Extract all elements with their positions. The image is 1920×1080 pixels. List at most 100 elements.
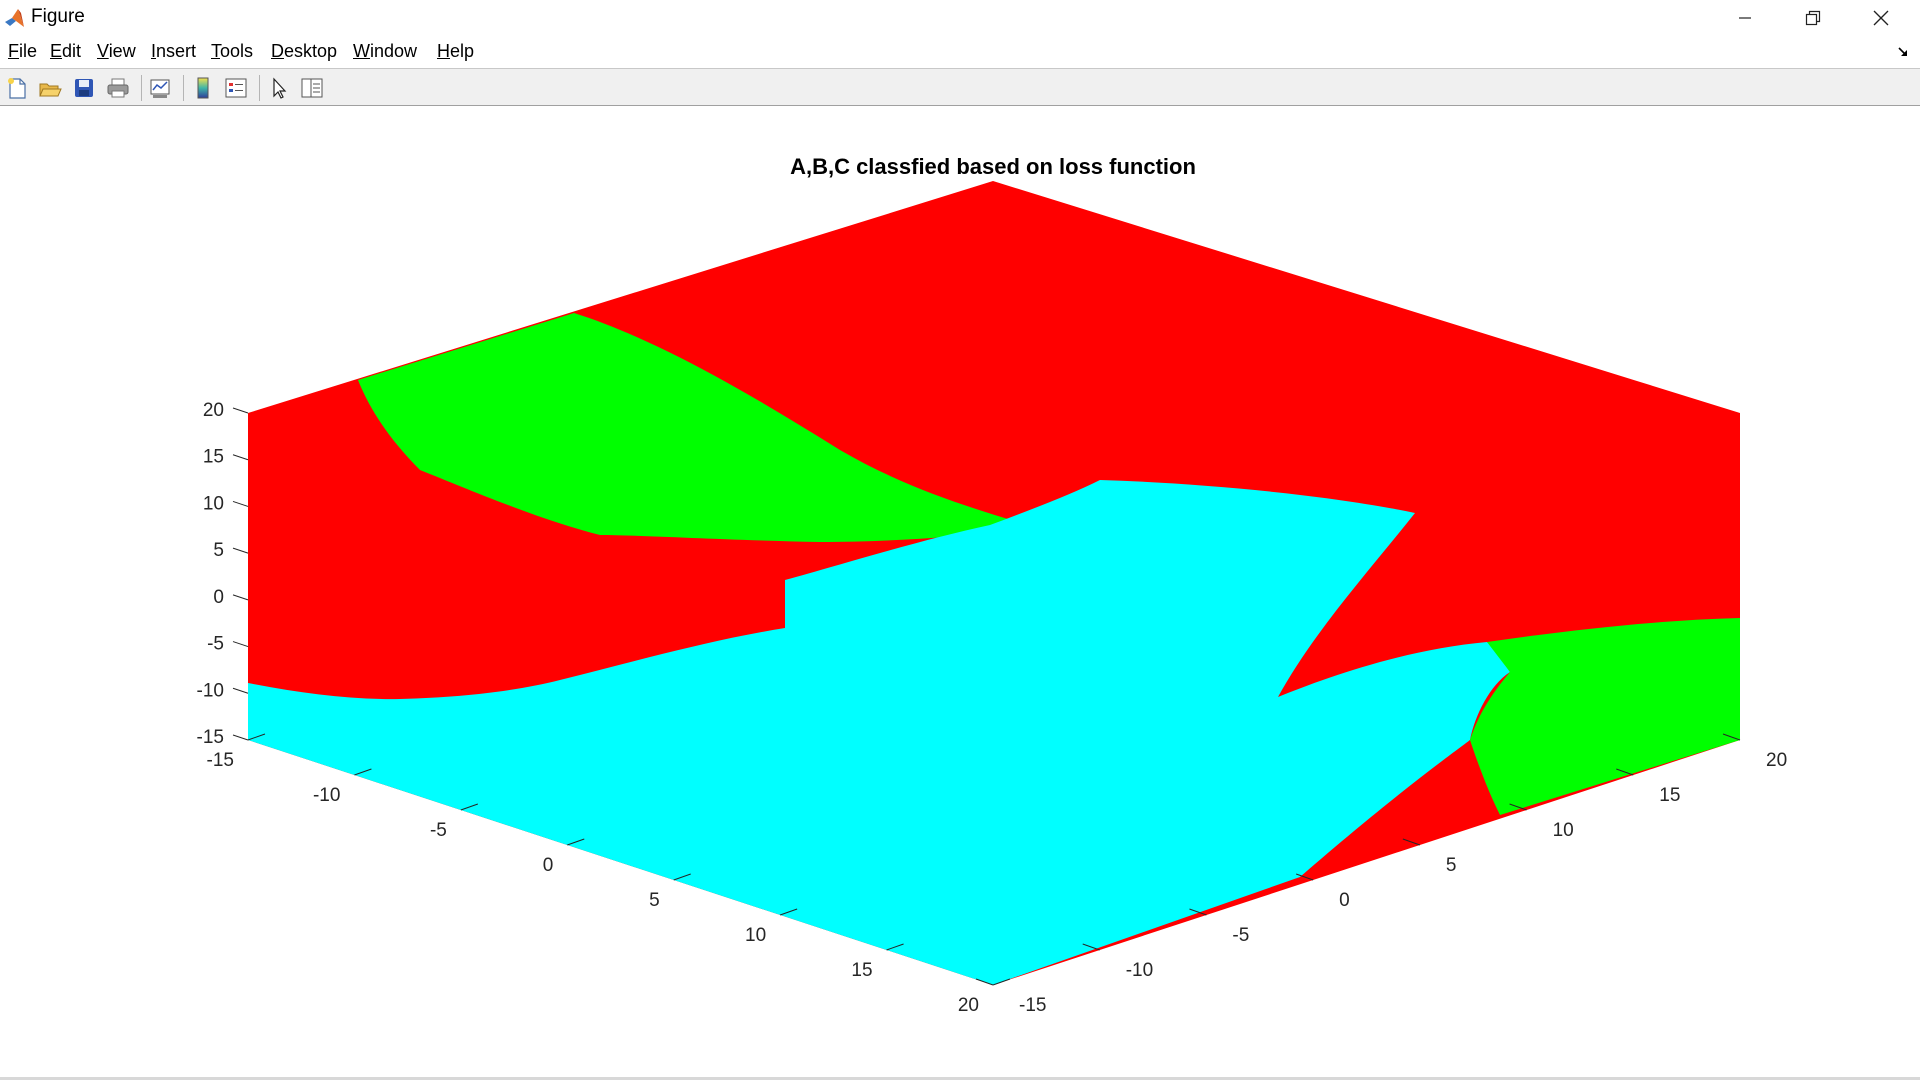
region-cyan [248, 480, 1510, 985]
y-tick-mark [1402, 838, 1421, 846]
window-title: Figure [31, 6, 85, 27]
y-tick-mark [975, 978, 994, 986]
new-figure-icon [8, 78, 26, 99]
print-button[interactable] [104, 74, 132, 102]
x-tick-mark [886, 943, 904, 951]
z-tick-mark [232, 641, 249, 648]
insert-colorbar-icon [197, 77, 209, 99]
y-tick-label: 10 [1553, 820, 1574, 841]
z-tick-mark [232, 547, 249, 554]
insert-colorbar-button[interactable] [189, 74, 217, 102]
minimize-button[interactable] [1711, 0, 1779, 36]
y-tick-label: -15 [1019, 995, 1046, 1016]
x-tick-label: -10 [313, 785, 340, 806]
x-axis: -15 -10 -5 0 5 10 15 20 [207, 733, 1011, 1016]
y-tick-mark [1509, 803, 1527, 811]
close-button[interactable] [1847, 0, 1915, 36]
y-tick-label: 15 [1659, 785, 1680, 806]
close-icon [1873, 10, 1889, 26]
open-file-button[interactable] [36, 74, 64, 102]
x-tick-label: 20 [958, 995, 979, 1016]
insert-legend-icon [225, 78, 247, 98]
y-tick-mark [1295, 873, 1314, 881]
toolbar-separator [183, 75, 184, 101]
window-bottom-edge [0, 1077, 1920, 1080]
chart-title: A,B,C classfied based on loss function [790, 154, 1196, 179]
menu-file[interactable]: File [8, 41, 38, 61]
restore-icon [1805, 10, 1821, 26]
print-icon [107, 78, 129, 98]
toolbar-separator [141, 75, 142, 101]
region-green-lower [1470, 618, 1740, 815]
x-tick-mark [247, 733, 266, 741]
z-tick-mark [232, 407, 249, 414]
x-tick-mark [354, 768, 372, 776]
menu-window[interactable]: Window [353, 41, 418, 61]
restore-button[interactable] [1779, 0, 1847, 36]
menu-bar: File Edit View Insert Tools Desktop Wind… [0, 36, 1920, 68]
menu-view[interactable]: View [97, 41, 136, 61]
x-tick-mark [460, 803, 479, 811]
y-tick-mark [1616, 768, 1634, 776]
x-tick-label: -15 [207, 750, 234, 771]
y-tick-label: -5 [1232, 925, 1249, 946]
z-tick-label: 20 [203, 400, 224, 421]
y-tick-mark [1082, 943, 1100, 951]
menu-desktop[interactable]: Desktop [271, 41, 338, 61]
x-tick-mark [673, 873, 691, 881]
y-tick-label: 5 [1446, 855, 1457, 876]
x-tick-label: 0 [543, 855, 554, 876]
z-axis: -15 -10 -5 0 5 10 15 20 [197, 400, 249, 748]
region-green-upper [358, 313, 1028, 542]
z-tick-label: 5 [213, 540, 224, 561]
z-tick-label: 10 [203, 493, 224, 514]
save-button[interactable] [70, 74, 98, 102]
minimize-icon [1739, 17, 1751, 19]
z-tick-label: -10 [197, 680, 224, 701]
z-tick-mark [232, 500, 249, 507]
axes-3d[interactable]: A,B,C classfied based on loss function -… [0, 106, 1920, 1078]
region-red-wedge [1300, 740, 1500, 877]
z-tick-mark [232, 734, 249, 741]
edit-plot-button[interactable] [265, 74, 293, 102]
matlab-logo-icon [5, 9, 24, 27]
x-tick-label: 5 [649, 890, 660, 911]
y-tick-label: -10 [1126, 960, 1153, 981]
dock-figure-icon[interactable] [1896, 45, 1910, 59]
figure-canvas[interactable]: A,B,C classfied based on loss function -… [0, 106, 1920, 1078]
new-figure-button[interactable] [3, 74, 31, 102]
z-tick-label: -5 [207, 634, 224, 655]
menu-help[interactable]: Help [437, 41, 475, 61]
x-tick-label: -5 [430, 820, 447, 841]
y-tick-label: 20 [1766, 750, 1787, 771]
y-tick-mark [1189, 908, 1207, 916]
figure-toolbar [0, 68, 1920, 106]
property-inspector-button[interactable] [298, 74, 326, 102]
save-icon [75, 79, 93, 97]
y-tick-mark [1722, 733, 1741, 741]
z-tick-label: 0 [213, 587, 224, 608]
edit-plot-icon [273, 77, 287, 99]
x-tick-mark [992, 978, 1011, 986]
x-tick-label: 10 [745, 925, 766, 946]
title-bar: Figure [0, 0, 1920, 36]
toolbar-separator [259, 75, 260, 101]
link-plot-button[interactable] [146, 74, 174, 102]
x-tick-mark [567, 838, 585, 846]
property-inspector-icon [301, 78, 323, 98]
class-region-surface [248, 181, 1740, 985]
y-tick-label: 0 [1339, 890, 1350, 911]
open-file-icon [39, 83, 62, 97]
y-axis: -15 -10 -5 0 5 10 15 20 [975, 733, 1787, 1016]
x-tick-mark [779, 908, 798, 916]
insert-legend-button[interactable] [222, 74, 250, 102]
z-tick-label: 15 [203, 447, 224, 468]
menu-edit[interactable]: Edit [50, 41, 82, 61]
menu-insert[interactable]: Insert [151, 41, 197, 61]
link-plot-icon [150, 79, 170, 98]
z-tick-mark [232, 594, 249, 601]
z-tick-mark [232, 687, 249, 694]
menu-tools[interactable]: Tools [211, 41, 254, 61]
z-tick-label: -15 [197, 727, 224, 748]
z-tick-mark [232, 454, 249, 461]
